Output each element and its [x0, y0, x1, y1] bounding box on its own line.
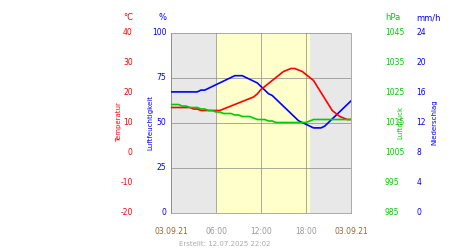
Text: °C: °C	[123, 14, 133, 22]
Text: Luftfeuchtigkeit: Luftfeuchtigkeit	[148, 95, 154, 150]
Text: 50: 50	[157, 118, 166, 127]
Text: 1045: 1045	[385, 28, 404, 37]
Text: Luftdruck: Luftdruck	[397, 106, 404, 139]
Text: 0: 0	[128, 148, 133, 157]
Text: 30: 30	[123, 58, 133, 67]
Text: 8: 8	[416, 148, 421, 157]
Text: 20: 20	[416, 58, 426, 67]
Text: 12:00: 12:00	[250, 228, 272, 236]
Text: -20: -20	[121, 208, 133, 217]
Bar	[216, 32, 310, 212]
Text: 1015: 1015	[385, 118, 404, 127]
Text: 995: 995	[385, 178, 400, 187]
Text: Erstellt: 12.07.2025 22:02: Erstellt: 12.07.2025 22:02	[179, 242, 271, 248]
Text: 40: 40	[123, 28, 133, 37]
Text: 985: 985	[385, 208, 399, 217]
Text: 18:00: 18:00	[295, 228, 317, 236]
Text: 03.09.21: 03.09.21	[154, 228, 188, 236]
Text: 16: 16	[416, 88, 426, 97]
Text: 24: 24	[416, 28, 426, 37]
Text: 4: 4	[416, 178, 421, 187]
Text: 0: 0	[162, 208, 166, 217]
Text: 10: 10	[123, 118, 133, 127]
Text: 75: 75	[157, 73, 166, 82]
Text: 1035: 1035	[385, 58, 404, 67]
Text: mm/h: mm/h	[416, 14, 441, 22]
Text: Temperatur: Temperatur	[116, 102, 122, 142]
Text: 100: 100	[152, 28, 166, 37]
Text: hPa: hPa	[385, 14, 400, 22]
Text: %: %	[158, 14, 166, 22]
Text: 25: 25	[157, 163, 166, 172]
Text: 03.09.21: 03.09.21	[334, 228, 368, 236]
Text: 12: 12	[416, 118, 426, 127]
Text: 20: 20	[123, 88, 133, 97]
Text: Niederschlag: Niederschlag	[431, 100, 437, 145]
Text: 0: 0	[416, 208, 421, 217]
Text: -10: -10	[121, 178, 133, 187]
Text: 06:00: 06:00	[205, 228, 227, 236]
Text: 1025: 1025	[385, 88, 404, 97]
Text: 1005: 1005	[385, 148, 404, 157]
